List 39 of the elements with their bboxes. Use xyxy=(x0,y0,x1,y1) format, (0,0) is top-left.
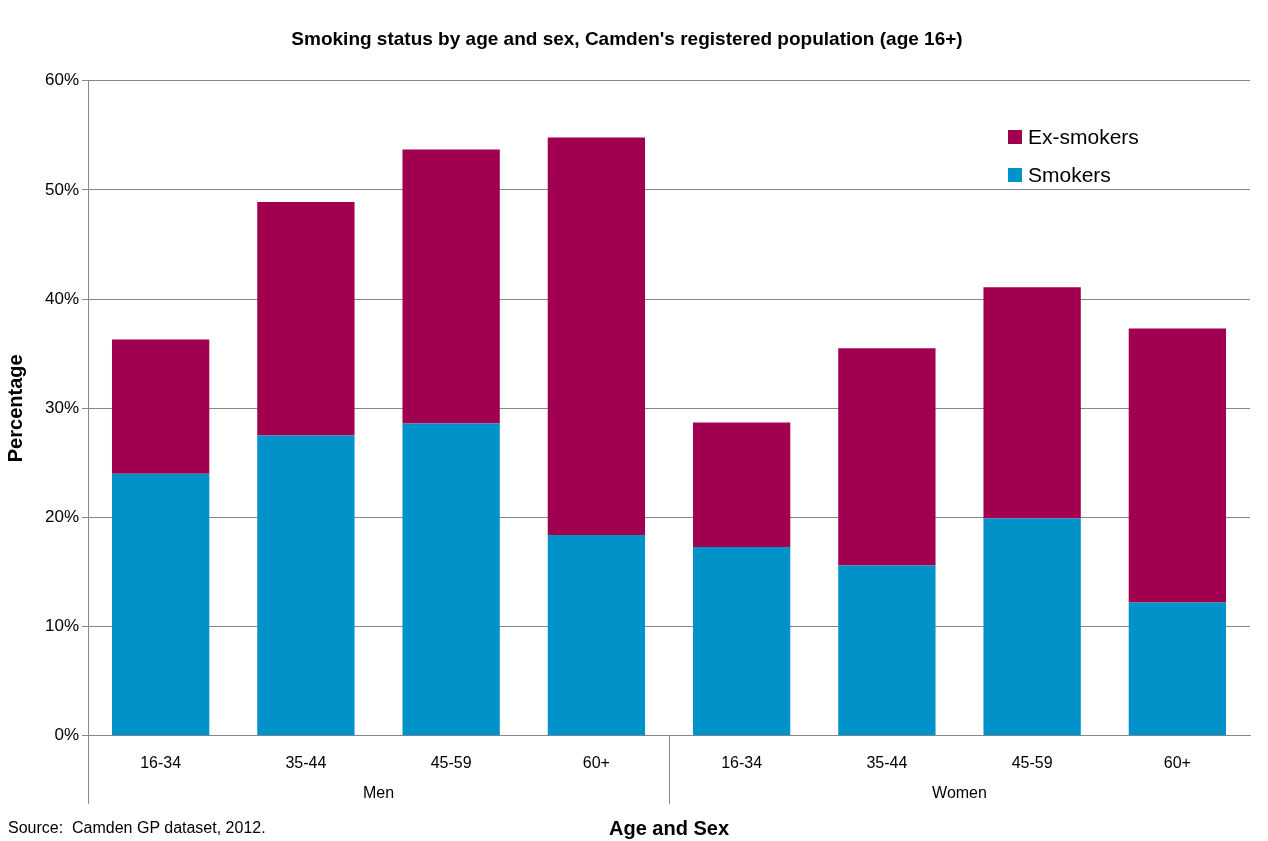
y-tick-label: 40% xyxy=(44,288,80,308)
x-tick-label: 60+ xyxy=(582,753,610,771)
y-tick-label: 20% xyxy=(44,507,80,527)
bar xyxy=(838,348,936,566)
legend-label: Smokers xyxy=(1028,163,1111,187)
bar xyxy=(547,534,646,736)
y-tick-label: 50% xyxy=(44,179,80,199)
bar xyxy=(257,435,355,736)
text: Men xyxy=(362,784,395,802)
source-note: Source: Camden GP dataset, 2012. xyxy=(8,819,266,837)
y-axis-title: Percentage xyxy=(3,354,26,463)
x-tick-label: 16-34 xyxy=(721,753,763,771)
x-tick-label: 16-34 xyxy=(140,753,182,771)
bar xyxy=(692,422,791,547)
y-tick-label: 30% xyxy=(44,397,80,417)
x-tick-label: 35-44 xyxy=(285,753,327,771)
x-tick-label: 35-44 xyxy=(866,753,908,771)
x-tick-label: 60+ xyxy=(1163,753,1191,771)
bar xyxy=(983,287,1081,519)
legend-label: Ex-smokers xyxy=(1028,125,1139,149)
bar xyxy=(983,518,1081,736)
bar xyxy=(111,339,210,474)
x-tick-label: 45-59 xyxy=(430,753,472,771)
y-tick-label: 0% xyxy=(54,725,80,745)
chart-title: Smoking status by age and sex, Camden's registered population (age 16+) xyxy=(291,27,963,49)
bar xyxy=(402,423,500,736)
bar xyxy=(838,565,936,736)
y-tick-label: 60% xyxy=(44,70,80,90)
bar xyxy=(1128,328,1227,603)
bar xyxy=(547,137,646,535)
y-tick-label: 10% xyxy=(44,616,80,636)
bar xyxy=(111,473,210,736)
bar xyxy=(692,546,791,736)
bar xyxy=(402,149,500,424)
bar xyxy=(1128,602,1227,736)
x-axis-title: Age and Sex xyxy=(608,816,730,839)
text: Women xyxy=(932,784,987,802)
x-tick-label: 45-59 xyxy=(1011,753,1053,771)
bar xyxy=(257,201,355,436)
